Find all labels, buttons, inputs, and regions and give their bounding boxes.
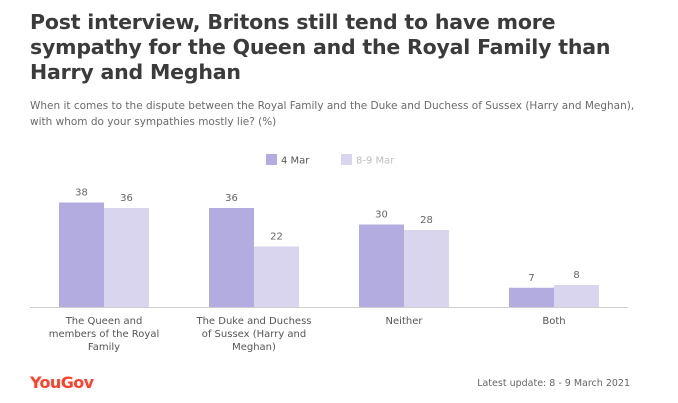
data-label-2-1: 28: [420, 215, 433, 226]
chart-subtitle: When it comes to the dispute between the…: [30, 100, 635, 128]
legend-swatch-0: [266, 154, 277, 165]
data-label-2-0: 30: [375, 210, 388, 221]
data-label-0-0: 38: [75, 188, 88, 199]
bar-3-1: [554, 285, 599, 307]
data-label-1-1: 22: [270, 232, 283, 243]
yougov-logo: YouGov: [30, 373, 94, 392]
data-label-3-0: 7: [528, 273, 534, 284]
bar-2-0: [359, 224, 404, 307]
data-label-3-1: 8: [573, 270, 579, 281]
category-label-0: The Queen and members of the Royal Family: [49, 316, 159, 353]
chart-title: Post interview, Britons still tend to ha…: [30, 10, 611, 84]
legend-swatch-1: [341, 154, 352, 165]
latest-update: Latest update: 8 - 9 March 2021: [477, 378, 630, 389]
bar-1-1: [254, 246, 299, 307]
bar-0-0: [59, 202, 104, 307]
bar-2-1: [404, 230, 449, 307]
category-label-3: Both: [542, 316, 565, 327]
bar-1-0: [209, 208, 254, 307]
category-label-1: The Duke and Duchess of Sussex (Harry and…: [195, 316, 311, 353]
legend-label-1: 8-9 Mar: [356, 156, 395, 167]
bar-3-0: [509, 287, 554, 307]
legend-label-0: 4 Mar: [281, 156, 310, 167]
category-label-2: Neither: [386, 316, 424, 327]
data-label-0-1: 36: [120, 193, 133, 204]
bar-0-1: [104, 208, 149, 307]
data-label-1-0: 36: [225, 193, 238, 204]
